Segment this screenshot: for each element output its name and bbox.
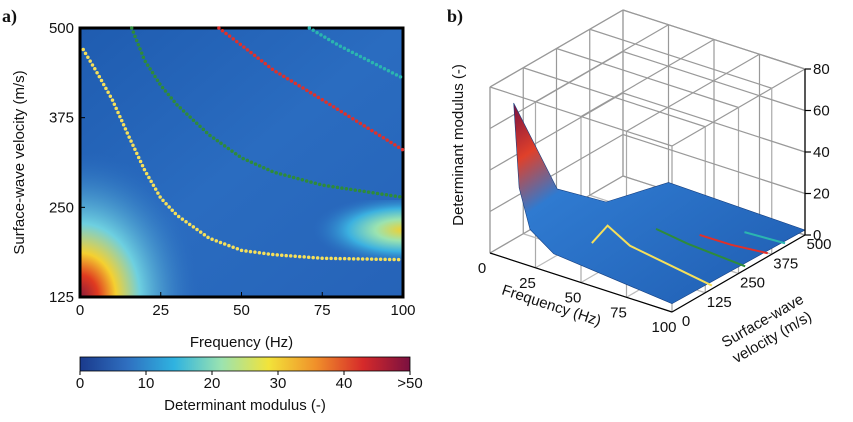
x-tick-label: 50: [565, 290, 582, 307]
y-tick-label: 500: [806, 236, 831, 253]
x-axis-title: Frequency (Hz): [190, 334, 293, 351]
y-tick-label: 250: [49, 199, 74, 216]
x-tick-label: 50: [233, 302, 250, 319]
mode-curve: [307, 26, 405, 80]
y-tick-label: 250: [740, 275, 765, 292]
surface-ridge: [591, 224, 713, 287]
colorbar-tick-label: 20: [204, 375, 221, 392]
x-tick-label: 100: [651, 319, 676, 336]
x-tick-label: 0: [478, 260, 486, 277]
grid-line: [489, 133, 624, 213]
x-axis: [489, 252, 673, 313]
mode-curve: [217, 26, 405, 152]
x-tick-label: 75: [610, 304, 627, 321]
z-tick-label: 20: [813, 186, 830, 203]
grid-line: [523, 67, 706, 128]
surface-ridge: [655, 227, 746, 268]
colorbar-tick-label: 40: [336, 375, 353, 392]
y-tick-label: 125: [49, 289, 74, 306]
colorbar-tick-label: >50: [397, 375, 422, 392]
x-tick-label: 100: [390, 302, 415, 319]
panel-label: a): [2, 6, 17, 27]
colorbar-tick-label: 30: [270, 375, 287, 392]
grid-line: [622, 9, 806, 70]
colorbar: [79, 356, 411, 372]
x-tick-label: 75: [314, 302, 331, 319]
grid-line: [589, 28, 772, 89]
y-tick-label: 375: [773, 255, 798, 272]
y-tick-label: 0: [682, 313, 690, 330]
colorbar-tick-label: 0: [76, 375, 84, 392]
heatmap-field: [250, 200, 403, 260]
x-tick-label: 25: [519, 275, 536, 292]
surface: [513, 102, 806, 305]
mode-curve: [129, 26, 405, 200]
y-tick-label: 375: [49, 110, 74, 127]
x-axis-title: Frequency (Hz): [500, 282, 604, 330]
panel-label: b): [447, 6, 463, 27]
colorbar-title: Determinant modulus (-): [164, 397, 326, 414]
y-tick-label: 125: [707, 294, 732, 311]
mode-curve: [81, 47, 405, 262]
surface-ridge: [744, 231, 786, 245]
z-tick-label: 40: [813, 144, 830, 161]
grid-line: [622, 133, 806, 195]
grid-line: [489, 9, 624, 88]
x-tick-label: 25: [152, 302, 169, 319]
grid-line: [622, 50, 806, 112]
heatmap-field: [80, 150, 200, 297]
z-tick-label: 0: [813, 227, 821, 244]
grid-line: [489, 50, 624, 130]
grid-line: [622, 92, 806, 153]
grid-line: [489, 86, 673, 147]
z-axis-title: Determinant modulus (-): [450, 64, 467, 226]
z-tick-label: 60: [813, 103, 830, 120]
z-tick-label: 80: [813, 61, 830, 78]
grid-line: [489, 92, 624, 171]
grid-line: [556, 47, 739, 109]
colorbar-tick-label: 10: [138, 375, 155, 392]
surface-ridge: [699, 234, 768, 255]
y-axis-title: Surface-wave velocity (m/s): [11, 70, 28, 254]
x-tick-label: 0: [76, 302, 84, 319]
y-axis: [671, 234, 806, 313]
y-tick-label: 500: [49, 20, 74, 37]
